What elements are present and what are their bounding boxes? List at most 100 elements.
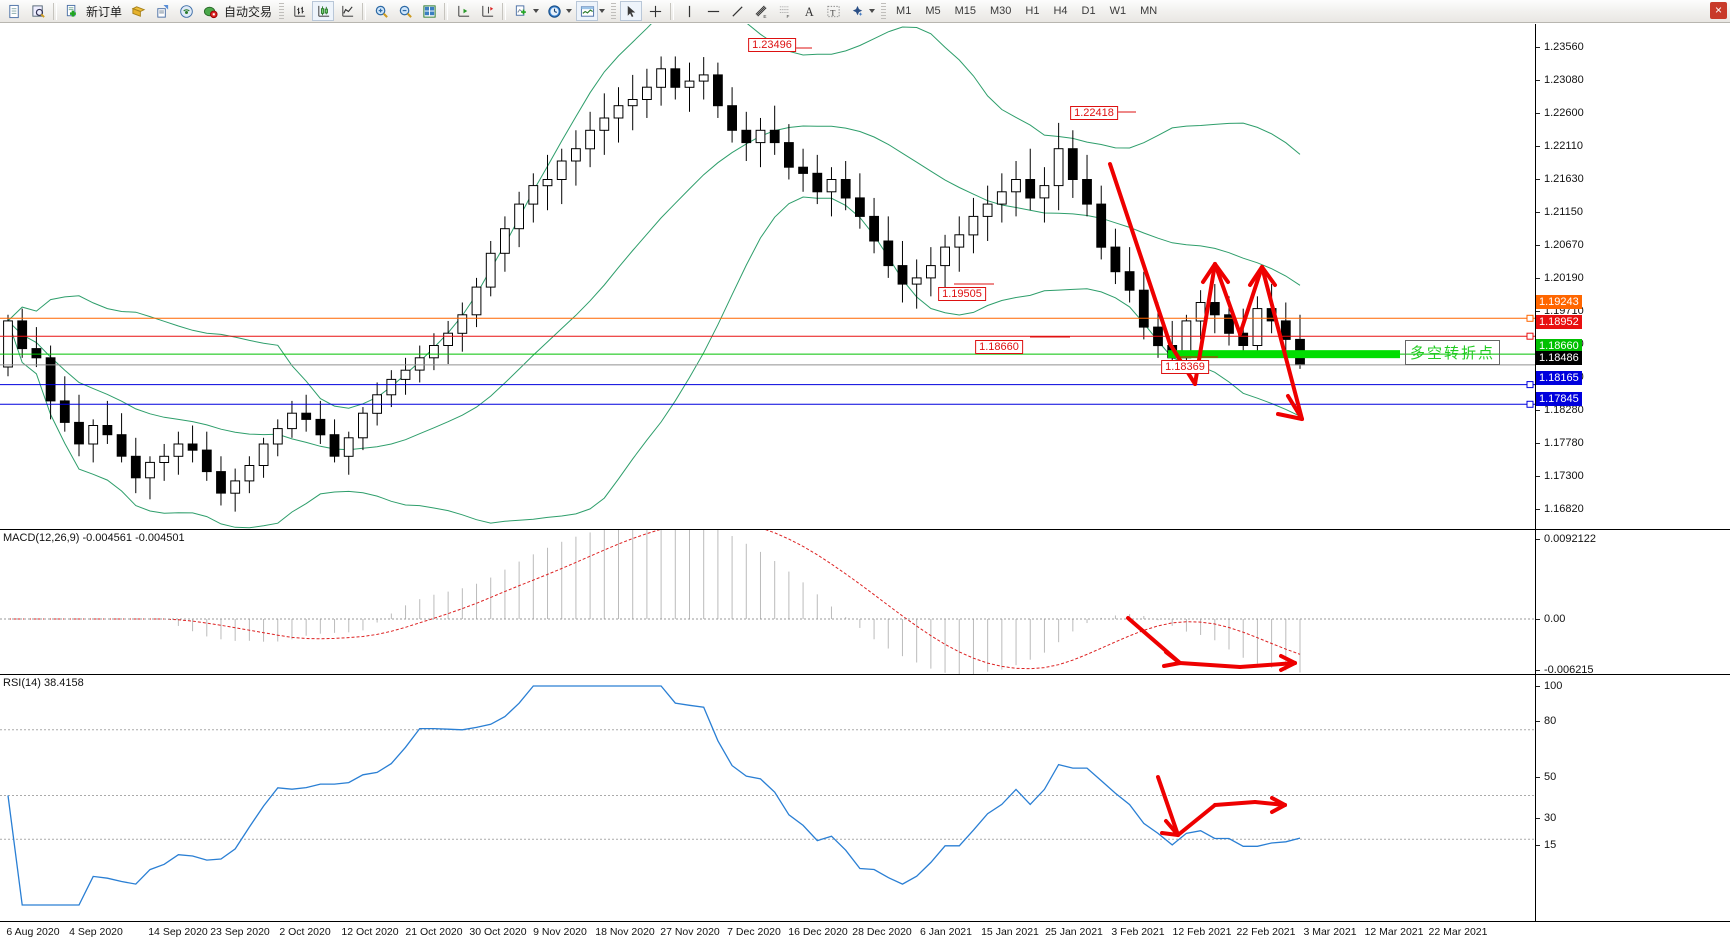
text-label-icon[interactable]: T [822, 1, 844, 21]
price-tick: 1.20190 [1536, 272, 1584, 284]
price-level-label[interactable]: 1.19243 [1536, 295, 1582, 309]
equidistant-channel-icon[interactable]: E [750, 1, 772, 21]
line-chart-icon[interactable] [336, 1, 358, 21]
timeframe-m15[interactable]: M15 [954, 5, 976, 17]
grid-icon[interactable] [418, 1, 440, 21]
time-tick: 30 Oct 2020 [469, 926, 527, 938]
trend-line-icon[interactable] [726, 1, 748, 21]
rsi-tick: 15 [1536, 839, 1556, 851]
horizontal-line-icon[interactable] [702, 1, 724, 21]
price-annotation-tag[interactable]: 1.19505 [938, 287, 986, 301]
timeframe-m5[interactable]: M5 [925, 5, 941, 17]
time-tick: 22 Mar 2021 [1428, 926, 1488, 938]
price-level-label[interactable]: 1.18660 [1536, 339, 1582, 353]
macd-tick: -0.006215 [1536, 664, 1594, 676]
rsi-tick: 30 [1536, 812, 1556, 824]
autotrading-icon[interactable] [199, 1, 221, 21]
autotrading-label[interactable]: 自动交易 [224, 4, 273, 19]
price-tick: 1.22110 [1536, 140, 1583, 152]
price-scale-divider [1535, 24, 1536, 529]
price-tick: 1.23560 [1536, 41, 1584, 53]
price-annotation-tag[interactable]: 1.23496 [748, 38, 796, 52]
rsi-plot[interactable] [0, 675, 1535, 921]
time-tick: 9 Nov 2020 [533, 926, 587, 938]
chevron-down-icon-3[interactable] [599, 9, 606, 13]
cursor-icon[interactable] [620, 1, 643, 21]
toolbar-separator-2 [362, 2, 367, 20]
price-level-label[interactable]: 1.18486 [1536, 351, 1582, 365]
new-order-label[interactable]: 新订单 [86, 4, 123, 19]
signals-icon[interactable] [175, 1, 197, 21]
timeframe-m30[interactable]: M30 [990, 5, 1012, 17]
time-tick: 15 Jan 2021 [981, 926, 1039, 938]
auto-scroll-icon[interactable] [476, 1, 498, 21]
macd-tick: 0.00 [1536, 613, 1565, 625]
candlestick-chart-icon[interactable] [312, 1, 335, 21]
period-icon[interactable] [543, 1, 565, 21]
time-tick: 12 Oct 2020 [341, 926, 399, 938]
rsi-pane[interactable]: RSI(14) 38.4158 100 80 50 30 15 [0, 674, 1730, 921]
templates-icon[interactable] [576, 1, 599, 21]
time-tick: 6 Aug 2020 [6, 926, 60, 938]
timeframe-d1[interactable]: D1 [1081, 5, 1096, 17]
toolbar-grip-3[interactable] [881, 2, 887, 20]
main-chart-plot[interactable]: 1.23496 1.22418 1.19505 1.18660 1.18369 多空转折点 [0, 24, 1535, 529]
document-icon[interactable] [3, 1, 25, 21]
rsi-tick: 50 [1536, 771, 1556, 783]
time-tick: 3 Mar 2021 [1303, 926, 1357, 938]
upload-icon[interactable] [151, 1, 173, 21]
rsi-scale: 100 80 50 30 15 [1536, 675, 1730, 921]
new-order-icon[interactable] [61, 1, 83, 21]
price-tick: 1.17780 [1536, 437, 1584, 449]
macd-pane[interactable]: MACD(12,26,9) -0.004561 -0.004501 0.0092… [0, 529, 1730, 676]
price-tick: 1.21150 [1536, 206, 1583, 218]
price-level-label[interactable]: 1.17845 [1536, 392, 1582, 406]
close-icon[interactable]: × [1710, 2, 1727, 19]
price-annotation-tag[interactable]: 1.18369 [1161, 360, 1209, 374]
time-tick: 12 Mar 2021 [1364, 926, 1424, 938]
inspect-icon[interactable] [27, 1, 49, 21]
chevron-down-icon-2[interactable] [566, 9, 573, 13]
chevron-down-icon[interactable] [533, 9, 540, 13]
price-level-label[interactable]: 1.18952 [1536, 315, 1582, 329]
zone-note-label[interactable]: 多空转折点 [1405, 340, 1501, 365]
price-level-label[interactable]: 1.18165 [1536, 371, 1582, 385]
chevron-down-icon-4[interactable] [869, 9, 876, 13]
fibonacci-icon[interactable]: F [774, 1, 796, 21]
candlestick-chart-svg [0, 24, 1535, 529]
vertical-line-icon[interactable] [678, 1, 700, 21]
timeframe-h1[interactable]: H1 [1025, 5, 1040, 17]
main-toolbar: 新订单 自动交易 [0, 0, 1730, 23]
toolbar-grip[interactable] [279, 2, 285, 20]
timeframe-m1[interactable]: M1 [896, 5, 912, 17]
zoom-out-icon[interactable] [394, 1, 416, 21]
folder-icon[interactable] [127, 1, 149, 21]
time-axis[interactable]: 6 Aug 2020 4 Sep 2020 14 Sep 2020 23 Sep 20… [0, 921, 1730, 944]
price-annotation-tag[interactable]: 1.22418 [1070, 106, 1118, 120]
crosshair-icon[interactable] [644, 1, 666, 21]
time-tick: 6 Jan 2021 [920, 926, 972, 938]
toolbar-separator-3 [444, 2, 449, 20]
time-tick: 25 Jan 2021 [1045, 926, 1103, 938]
time-tick: 18 Nov 2020 [595, 926, 655, 938]
toolbar-grip-2[interactable] [611, 2, 617, 20]
timeframe-mn[interactable]: MN [1140, 5, 1158, 17]
timeframe-w1[interactable]: W1 [1109, 5, 1127, 17]
bar-chart-icon[interactable] [288, 1, 310, 21]
price-annotation-tag[interactable]: 1.18660 [975, 340, 1023, 354]
main-chart-pane[interactable]: 1.23496 1.22418 1.19505 1.18660 1.18369 多空转折点… [0, 24, 1730, 581]
price-tick: 1.23080 [1536, 74, 1584, 86]
rsi-label: RSI(14) 38.4158 [3, 677, 84, 689]
time-tick: 7 Dec 2020 [727, 926, 781, 938]
zoom-in-icon[interactable] [370, 1, 392, 21]
macd-scale-divider [1535, 530, 1536, 674]
shift-chart-icon[interactable] [452, 1, 474, 21]
time-tick: 22 Feb 2021 [1236, 926, 1296, 938]
price-scale[interactable]: 1.23560 1.23080 1.22600 1.22110 1.21630 1.211… [1536, 24, 1730, 581]
timeframe-h4[interactable]: H4 [1053, 5, 1068, 17]
text-icon[interactable]: A [798, 1, 820, 21]
add-indicator-icon[interactable] [510, 1, 532, 21]
rsi-chart-svg [0, 685, 1535, 906]
shapes-icon[interactable] [846, 1, 868, 21]
macd-plot[interactable] [0, 530, 1535, 674]
